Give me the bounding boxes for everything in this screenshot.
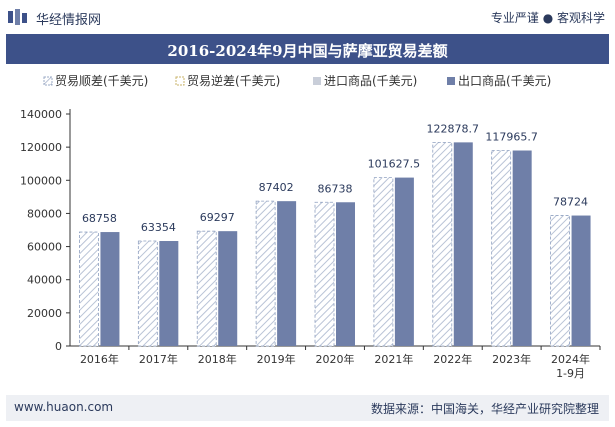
- data-label-8: 78724: [553, 196, 588, 209]
- legend-label-1: 贸易逆差(千美元): [187, 73, 280, 88]
- bar-export-6: [453, 142, 473, 346]
- x-tick-label-0: 2016年: [80, 352, 119, 366]
- x-tick-label-1: 2017年: [139, 352, 178, 366]
- data-label-7: 117965.7: [485, 131, 538, 144]
- y-tick-label-2: 40000: [27, 274, 62, 287]
- bar-export-8: [571, 215, 591, 346]
- x-tick-label-8-line2: 1-9月: [556, 367, 585, 380]
- data-label-0: 68758: [82, 212, 117, 225]
- data-label-4: 86738: [318, 182, 353, 195]
- bar-surplus-4: [314, 201, 335, 347]
- footer: www.huaon.com 数据来源：中国海关，华经产业研究院整理: [6, 395, 609, 421]
- logo-icon: [8, 9, 27, 25]
- y-tick-label-3: 60000: [27, 241, 62, 254]
- x-tick-label-3: 2019年: [257, 352, 296, 366]
- legend-swatch-1: [175, 76, 185, 86]
- data-label-1: 63354: [141, 221, 176, 234]
- y-tick-label-4: 80000: [27, 207, 62, 220]
- y-tick-label-1: 20000: [27, 307, 62, 320]
- x-tick-label-6: 2022年: [433, 352, 472, 366]
- bar-export-7: [512, 150, 532, 346]
- legend-label-3: 出口商品(千美元): [458, 73, 551, 88]
- data-label-5: 101627.5: [368, 158, 421, 171]
- y-tick-label-0: 0: [55, 340, 62, 353]
- data-source: 数据来源：中国海关，华经产业研究院整理: [370, 402, 599, 416]
- y-tick-label-7: 140000: [20, 108, 62, 121]
- bar-surplus-1: [137, 240, 158, 347]
- legend-label-0: 贸易顺差(千美元): [55, 74, 148, 88]
- x-tick-label-7: 2023年: [492, 352, 531, 366]
- brand-name: 华经情报网: [36, 13, 102, 28]
- bar-export-4: [336, 202, 355, 346]
- bar-export-0: [100, 232, 120, 346]
- legend-label-2: 进口商品(千美元): [324, 73, 417, 88]
- y-tick-label-5: 100000: [20, 174, 62, 187]
- x-tick-label-5: 2021年: [374, 352, 413, 366]
- chart-legend: 贸易顺差(千美元) 贸易逆差(千美元) 进口商品(千美元) 出口商品(千美元): [43, 73, 551, 88]
- bar-export-5: [394, 177, 414, 346]
- data-label-6: 122878.7: [427, 122, 480, 135]
- data-label-3: 87402: [259, 181, 294, 194]
- legend-swatch-3: [447, 77, 455, 85]
- bar-surplus-7: [491, 150, 512, 347]
- bar-surplus-5: [373, 177, 394, 347]
- y-tick-label-6: 120000: [20, 141, 62, 154]
- chart-data-labels: 68758 63354 69297 87402 86738 101627.5 122878.…: [82, 122, 588, 234]
- chart-bars: [79, 141, 591, 347]
- chart-axes: 0 20000 40000 60000 80000 100000 120000 140000 2…: [20, 108, 601, 380]
- bar-export-2: [218, 231, 238, 346]
- bar-surplus-2: [196, 230, 217, 347]
- legend-swatch-2: [313, 77, 321, 85]
- legend-swatch-0: [43, 76, 53, 86]
- title-bar: 2016-2024年9月中国与萨摩亚贸易差额: [6, 34, 609, 64]
- chart-title: 2016-2024年9月中国与萨摩亚贸易差额: [167, 42, 448, 60]
- bar-surplus-6: [432, 141, 453, 347]
- bar-surplus-0: [79, 231, 99, 347]
- x-tick-label-8: 2024年: [551, 352, 590, 366]
- x-tick-label-4: 2020年: [316, 352, 355, 366]
- top-bar: 华经情报网 专业严谨 ● 客观科学: [0, 0, 615, 34]
- bar-export-1: [159, 241, 179, 346]
- bar-surplus-3: [255, 200, 276, 347]
- bar-surplus-8: [550, 215, 570, 347]
- bar-chart: 贸易顺差(千美元) 贸易逆差(千美元) 进口商品(千美元) 出口商品(千美元) 0 20…: [20, 73, 601, 380]
- data-label-2: 69297: [200, 211, 235, 224]
- website-link[interactable]: www.huaon.com: [14, 400, 114, 414]
- x-tick-label-2: 2018年: [198, 352, 237, 366]
- tagline: 专业严谨 ● 客观科学: [490, 11, 605, 25]
- bar-export-3: [277, 201, 297, 346]
